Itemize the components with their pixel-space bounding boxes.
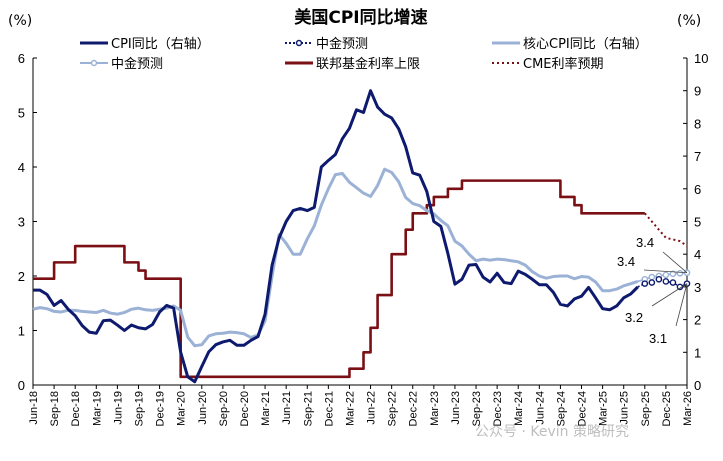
y-right-tick-label: 5: [694, 215, 701, 230]
series-line-5: [644, 212, 688, 247]
y-right-ticks: 0 1 2 3 4 5 6 7 8 9 10: [683, 51, 708, 393]
x-tick-label: Dec-18: [70, 391, 82, 426]
y-right-tick-label: 6: [694, 182, 701, 197]
y-right-tick-label: 10: [694, 51, 708, 66]
series-layer: [32, 89, 691, 384]
legend-label-cme: CME利率预期: [523, 56, 604, 72]
annotation-label: 3.4: [617, 254, 635, 269]
x-tick-label: Sep-22: [387, 391, 399, 426]
annotation-leader: [643, 269, 688, 274]
chart-title: 美国CPI同比增速: [294, 7, 427, 28]
legend-label-core-forecast: 中金预测: [111, 56, 163, 72]
legend: CPI同比（右轴） 中金预测 核心CPI同比（右轴） 中金预测 联邦基金利率上限…: [80, 36, 648, 72]
series-point-3: [662, 271, 670, 279]
x-tick-label: Sep-25: [640, 391, 652, 426]
x-tick-label: Dec-24: [577, 391, 589, 426]
series-point-3: [648, 273, 656, 281]
x-ticks: Jun-18 Sep-18 Dec-18 Mar-19 Jun-19 Sep-19 Dec-…: [28, 385, 694, 426]
y-left-tick-label: 0: [18, 378, 25, 393]
x-tick-label: Jun-19: [112, 391, 124, 425]
watermark: 公众号 · Kevin 策略研究: [475, 423, 629, 440]
x-tick-label: Mar-19: [91, 391, 103, 426]
x-tick-label: Dec-25: [661, 391, 673, 426]
series-line-2: [32, 167, 639, 348]
x-tick-label: Jun-20: [197, 391, 209, 425]
annotation-leader: [651, 283, 688, 307]
series-point-1: [648, 279, 656, 286]
annotation-leader: [662, 251, 688, 274]
x-tick-label: Jun-23: [450, 391, 462, 425]
legend-label-cpi-forecast: 中金预测: [316, 36, 368, 52]
y-left-tick-label: 1: [18, 324, 25, 339]
y-left-tick-label: 6: [18, 51, 25, 66]
y-right-tick-label: 0: [694, 378, 701, 393]
series-point-1: [669, 279, 677, 286]
legend-label-fed: 联邦基金利率上限: [316, 56, 420, 72]
x-tick-label: Sep-20: [218, 391, 230, 426]
x-tick-label: Sep-24: [555, 391, 567, 426]
x-tick-label: Dec-21: [323, 391, 335, 426]
x-tick-label: Sep-21: [302, 391, 314, 426]
x-tick-label: Jun-18: [28, 391, 40, 425]
series-point-1: [655, 275, 663, 283]
y-right-tick-label: 7: [694, 149, 701, 164]
y-left-tick-label: 2: [18, 269, 25, 284]
x-tick-label: Dec-23: [492, 391, 504, 426]
x-tick-label: Jun-24: [534, 391, 546, 425]
series-point-1: [662, 278, 670, 285]
x-tick-label: Mar-26: [682, 391, 694, 426]
series-point-1: [641, 280, 649, 287]
y-left-tick-label: 5: [18, 106, 25, 121]
legend-label-cpi: CPI同比（右轴）: [111, 37, 210, 52]
x-tick-label: Mar-25: [598, 391, 610, 426]
y-right-tick-label: 8: [694, 116, 701, 131]
x-tick-label: Dec-22: [408, 391, 420, 426]
x-tick-label: Sep-19: [133, 391, 145, 426]
series-line-0: [33, 89, 639, 384]
x-tick-label: Jun-22: [366, 391, 378, 425]
y-left-tick-label: 4: [18, 160, 25, 175]
legend-label-core: 核心CPI同比（右轴）: [523, 37, 648, 52]
annotation-leader: [675, 283, 688, 327]
x-tick-label: Sep-23: [471, 391, 483, 426]
legend-marker-core-forecast: [90, 59, 98, 67]
y-right-tick-label: 2: [694, 313, 701, 328]
annotation-label: 3.4: [636, 235, 654, 250]
x-tick-label: Mar-24: [513, 391, 525, 426]
y-left-ticks: 0 1 2 3 4 5 6: [18, 51, 37, 393]
y-right-tick-label: 1: [694, 345, 701, 360]
series-point-3: [669, 270, 677, 278]
x-tick-label: Mar-20: [176, 391, 188, 426]
x-tick-label: Mar-23: [429, 391, 441, 426]
x-tick-label: Sep-18: [49, 391, 61, 426]
x-tick-label: Jun-21: [281, 391, 293, 425]
x-tick-label: Mar-21: [260, 391, 272, 426]
y-left-unit: (%): [8, 13, 32, 29]
x-tick-label: Dec-20: [239, 391, 251, 426]
x-tick-label: Jun-25: [619, 391, 631, 425]
y-right-unit: (%): [677, 13, 701, 29]
annotation-label: 3.1: [649, 331, 667, 346]
y-right-tick-label: 4: [694, 247, 701, 262]
y-right-tick-label: 9: [694, 84, 701, 99]
legend-marker-cpi-forecast: [295, 39, 303, 47]
series-point-3: [676, 269, 684, 277]
annotation-label: 3.2: [625, 310, 643, 325]
series-line-4: [33, 179, 645, 379]
x-tick-label: Dec-19: [155, 391, 167, 426]
annotations: 3.43.4 3.2 3.1: [617, 235, 688, 346]
y-right-tick-label: 3: [694, 280, 701, 295]
x-tick-label: Mar-22: [344, 391, 356, 426]
y-left-tick-label: 3: [18, 215, 25, 230]
